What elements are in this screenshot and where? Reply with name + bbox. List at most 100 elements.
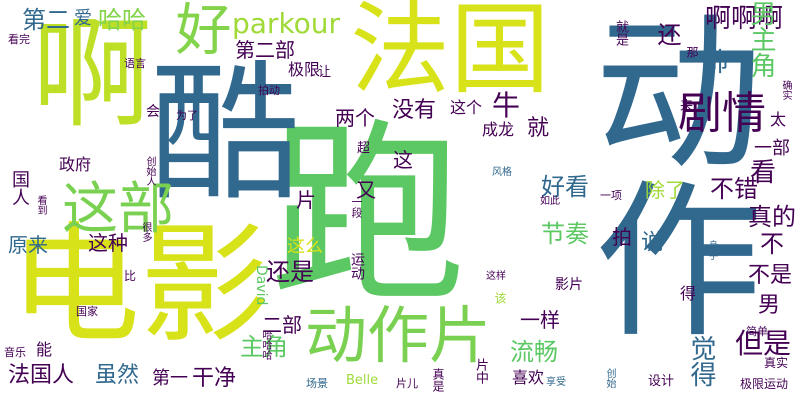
word-pao: 跑 <box>270 102 467 330</box>
word-zhege2: 这 <box>393 148 413 172</box>
word-pianer: 片儿 <box>396 377 418 390</box>
word-xiangshou: 享受 <box>546 377 566 388</box>
word-chuangzaoren: 创始人 <box>144 156 155 186</box>
word-haokan: 好看 <box>541 173 589 201</box>
word-suiran: 虽然 <box>95 363 140 388</box>
word-changjing: 场景 <box>306 377 328 390</box>
word-zhege: 这个 <box>450 98 483 117</box>
word-jiandan: 简单 <box>746 325 768 338</box>
word-nan: 男 <box>758 293 781 318</box>
word-zhengfu: 政府 <box>59 155 92 174</box>
word-paidong: 拍动 <box>258 84 280 97</box>
word-juede: 觉得 <box>686 335 716 387</box>
word-shuai: 帅 <box>698 48 728 74</box>
word-na: 那 <box>685 46 699 58</box>
word-fengge: 风格 <box>492 167 512 178</box>
word-nanzhujue: 男主角 <box>746 0 776 78</box>
word-chao: 超 <box>357 141 371 156</box>
word-a: 啊 <box>11 10 150 130</box>
word-yingpian: 影片 <box>555 277 583 293</box>
word-dierbu: 第二部 <box>235 38 295 62</box>
word-guoren: 国人 <box>9 170 30 206</box>
word-haishi: 还是 <box>266 258 314 286</box>
word-de: 得 <box>680 284 697 303</box>
word-guojia: 国家 <box>76 305 98 318</box>
word-jiu: 就 <box>527 116 550 141</box>
word-liuchang: 流畅 <box>510 338 558 366</box>
word-lai: 来 <box>680 99 694 114</box>
word-jixian: 极限 <box>288 60 321 79</box>
word-sheji: 设计 <box>648 374 675 389</box>
word-yuanlai: 原来 <box>8 233 48 257</box>
word-jiezou: 节奏 <box>541 220 589 248</box>
word-erbu: 二部 <box>262 313 302 337</box>
word-yixiang: 一项 <box>600 189 622 202</box>
word-haha: 哈哈 <box>98 6 146 34</box>
word-yiduan: 一段 <box>350 196 363 218</box>
word-chenglong: 成龙 <box>482 120 515 139</box>
word-jixianyundong: 极限运动 <box>740 377 789 391</box>
word-juqing: 剧情 <box>678 88 766 139</box>
word-david: David <box>253 265 269 306</box>
word-zhezhe: 这么 <box>287 236 323 257</box>
word-ai: 爱 <box>74 8 92 29</box>
word-lianggeren: 两个 <box>335 106 375 130</box>
word-faguoren: 法国人 <box>8 363 75 388</box>
word-pianzhong: 片中 <box>473 358 488 384</box>
word-queshi: 确实 <box>780 80 791 100</box>
word-niu: 牛 <box>492 89 521 122</box>
word-kan: 看 <box>750 158 777 188</box>
word-yinyue: 音乐 <box>4 346 26 359</box>
word-you: 又 <box>356 178 376 202</box>
word-parkour: parkour <box>232 7 341 40</box>
word-fa: 法国 <box>350 0 550 108</box>
word-bi: 比 <box>124 269 137 283</box>
word-belle: Belle <box>346 373 379 388</box>
word-chuangshi: 创始 <box>604 368 615 388</box>
word-yuyan: 语言 <box>124 57 146 70</box>
word-ganjing: 干净 <box>192 366 237 391</box>
word-bushi: 不是 <box>748 263 793 288</box>
word-neng: 能 <box>36 340 53 359</box>
word-dongzuo: 动作 <box>566 5 762 341</box>
word-weile: 为了 <box>176 109 198 122</box>
word-diyer: 第二 <box>22 6 70 34</box>
word-dianying: 电影 <box>10 209 271 361</box>
word-zhezhong: 这种 <box>88 231 128 255</box>
word-tai: 太 <box>770 110 787 129</box>
word-dongzuopian: 动作片 <box>305 299 492 372</box>
word-zhujue: 主角 <box>240 333 288 361</box>
word-zhen_de: 真的 <box>748 203 796 231</box>
word-shenshou: 身手 <box>706 240 717 260</box>
word-danshi: 但是 <box>735 327 792 360</box>
word-shuo: 说 <box>637 230 662 252</box>
word-chule: 除了 <box>645 178 685 202</box>
word-di: 第一 <box>152 368 188 389</box>
word-kanwan: 看完 <box>8 33 30 46</box>
word-yundong: 运动 <box>349 252 365 280</box>
word-aaa: 啊啊啊 <box>705 4 784 34</box>
word-buchuo: 不错 <box>710 175 758 203</box>
word-zheyang: 这样 <box>486 271 506 282</box>
word-zhenshi2: 真是 <box>431 368 445 392</box>
word-henduo: 很多 <box>140 222 151 242</box>
word-ku: 酷 <box>150 48 301 222</box>
word-haihai: 哈哈哈 <box>260 330 271 360</box>
word-pian: 片 <box>296 188 316 212</box>
word-yiyang: 一样 <box>520 308 560 332</box>
word-meiyou: 没有 <box>392 98 437 123</box>
word-zhebu: 这部 <box>62 177 174 242</box>
word-jiushi: 就是 <box>613 20 628 46</box>
word-kandao: 看到 <box>35 195 46 215</box>
word-hui: 会 <box>146 104 160 120</box>
word-bu: 不 <box>760 230 784 258</box>
word-rang: 让 <box>318 65 332 80</box>
word-yibu: 一部 <box>754 138 790 159</box>
word-gai: 该 <box>493 292 507 304</box>
word-huan: 还 <box>653 22 681 46</box>
word-hao: 好 <box>166 0 231 56</box>
word-pai: 拍 <box>612 225 632 249</box>
word-xihuan: 喜欢 <box>512 368 545 387</box>
word-ruci: 如此 <box>540 196 560 207</box>
